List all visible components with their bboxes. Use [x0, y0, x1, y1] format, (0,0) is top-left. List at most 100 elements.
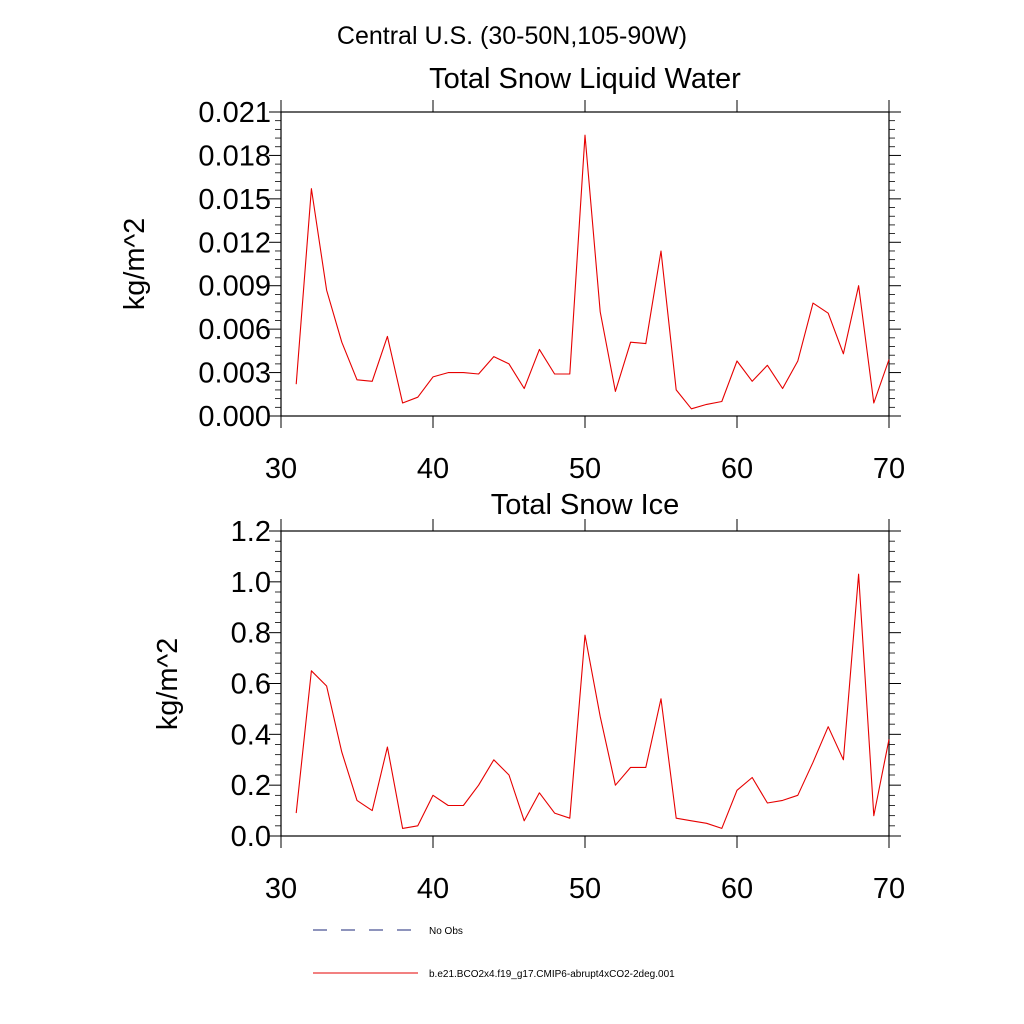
y-tick-label: 1.0	[231, 567, 271, 599]
data-point	[812, 302, 813, 303]
data-point	[448, 805, 449, 806]
data-point	[888, 359, 889, 360]
data-point	[660, 250, 661, 251]
data-point	[387, 746, 388, 747]
data-point	[828, 313, 829, 314]
y-tick-label: 1.2	[231, 516, 271, 548]
data-point	[524, 820, 525, 821]
data-point	[645, 343, 646, 344]
y-tick-label: 0.000	[198, 401, 271, 433]
data-point	[782, 800, 783, 801]
plot-frame	[280, 530, 890, 837]
data-point	[706, 404, 707, 405]
y-tick-label: 0.009	[198, 271, 271, 303]
data-point	[402, 828, 403, 829]
data-point	[615, 785, 616, 786]
series-line	[295, 573, 890, 829]
legend-label-no-obs: No Obs	[429, 926, 463, 937]
data-point	[432, 376, 433, 377]
y-tick-label: 0.8	[231, 618, 271, 650]
data-point	[417, 397, 418, 398]
legend-label-model: b.e21.BCO2x4.f19_g17.CMIP6-abrupt4xCO2-2…	[429, 969, 675, 980]
x-tick-label: 30	[265, 453, 297, 485]
data-point	[600, 716, 601, 717]
data-point	[387, 336, 388, 337]
data-point	[858, 285, 859, 286]
data-point	[478, 785, 479, 786]
y-tick-label: 0.015	[198, 184, 271, 216]
data-point	[630, 342, 631, 343]
data-point	[615, 391, 616, 392]
y-tick-label: 0.021	[198, 97, 271, 129]
x-tick-label: 70	[873, 453, 905, 485]
x-tick-label: 50	[569, 453, 601, 485]
data-point	[752, 777, 753, 778]
data-point	[508, 363, 509, 364]
data-point	[493, 759, 494, 760]
y-tick-label: 0.018	[198, 140, 271, 172]
data-point	[645, 767, 646, 768]
y-axis-label: kg/m^2	[119, 218, 151, 311]
panel-snow-liquid-water: Total Snow Liquid Water kg/m^2 0.000 0.003 0…	[119, 63, 905, 485]
y-tick-label: 0.012	[198, 227, 271, 259]
data-point	[417, 825, 418, 826]
data-point	[311, 188, 312, 189]
x-tick-label: 60	[721, 453, 753, 485]
data-point	[584, 135, 585, 136]
data-point	[554, 373, 555, 374]
data-point	[432, 795, 433, 796]
data-point	[296, 384, 297, 385]
data-point	[858, 574, 859, 575]
data-point	[463, 805, 464, 806]
data-point	[569, 818, 570, 819]
data-point	[691, 408, 692, 409]
data-point	[311, 670, 312, 671]
y-tick-label: 0.0	[231, 821, 271, 853]
data-point	[554, 813, 555, 814]
data-point	[721, 401, 722, 402]
data-point	[402, 402, 403, 403]
data-point	[296, 813, 297, 814]
data-point	[508, 774, 509, 775]
data-point	[584, 635, 585, 636]
data-point	[660, 698, 661, 699]
data-point	[463, 372, 464, 373]
data-point	[721, 828, 722, 829]
x-tick-label: 60	[721, 873, 753, 905]
data-point	[524, 388, 525, 389]
data-point	[539, 349, 540, 350]
data-point	[873, 815, 874, 816]
data-point	[630, 767, 631, 768]
panel-title: Total Snow Ice	[491, 489, 680, 521]
data-point	[372, 381, 373, 382]
legend: No Obs b.e21.BCO2x4.f19_g17.CMIP6-abrupt…	[313, 926, 675, 980]
data-point	[448, 372, 449, 373]
data-point	[539, 792, 540, 793]
data-point	[736, 360, 737, 361]
data-point	[812, 762, 813, 763]
data-point	[767, 365, 768, 366]
data-point	[676, 389, 677, 390]
y-tick-label: 0.003	[198, 358, 271, 390]
data-point	[326, 685, 327, 686]
data-point	[706, 823, 707, 824]
data-point	[873, 402, 874, 403]
data-point	[478, 373, 479, 374]
x-tick-label: 50	[569, 873, 601, 905]
x-tick-label: 40	[417, 873, 449, 905]
data-point	[797, 360, 798, 361]
data-point	[356, 379, 357, 380]
data-point	[341, 752, 342, 753]
y-axis-label: kg/m^2	[152, 638, 184, 731]
data-point	[691, 820, 692, 821]
x-tick-label: 70	[873, 873, 905, 905]
data-point	[888, 739, 889, 740]
data-point	[767, 802, 768, 803]
series-line	[295, 134, 890, 410]
data-point	[569, 373, 570, 374]
y-tick-label: 0.6	[231, 669, 271, 701]
data-point	[600, 311, 601, 312]
data-point	[356, 800, 357, 801]
data-point	[752, 381, 753, 382]
data-point	[493, 356, 494, 357]
